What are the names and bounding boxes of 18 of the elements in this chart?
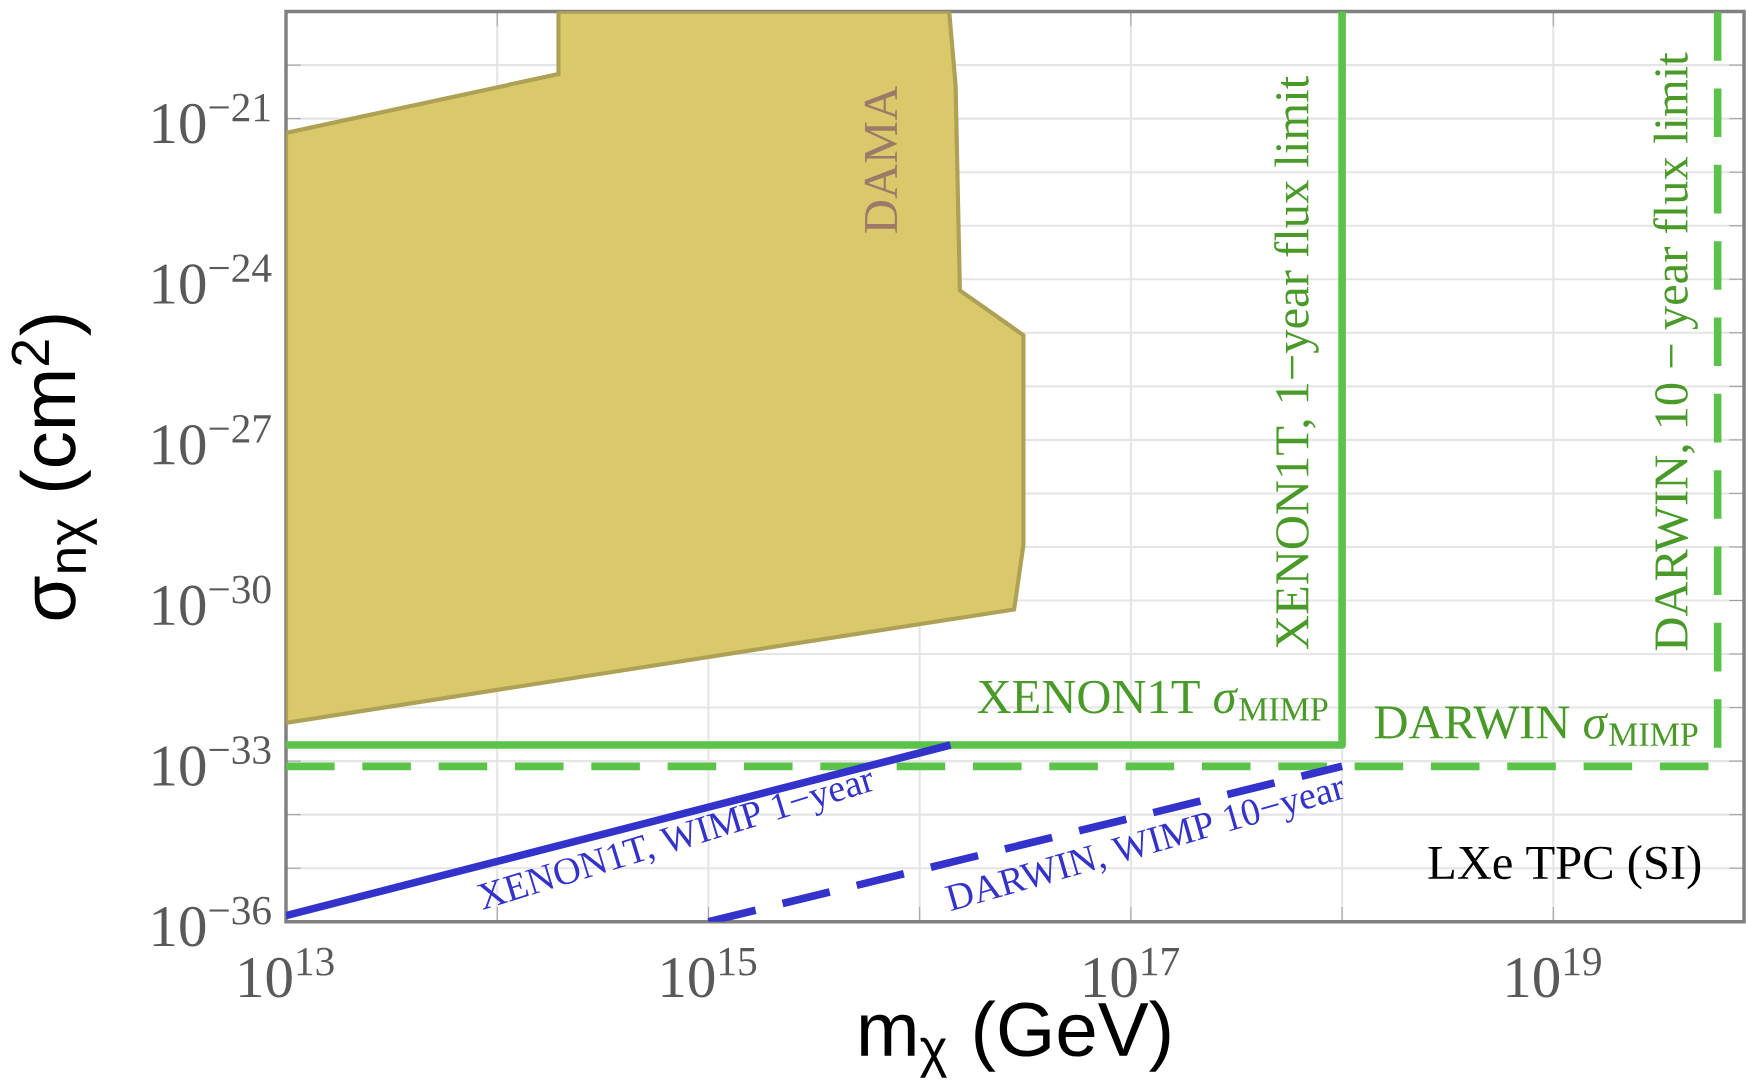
y-tick-label: 10$^{−33}$ bbox=[153, 736, 271, 786]
x-axis-title: m$_{χ}$ (GeV) bbox=[861, 1000, 1170, 1078]
annotation: DAMA bbox=[864, 85, 897, 233]
annotation: DARWIN σ$_{MIMP}$ bbox=[1374, 706, 1698, 746]
annotation: DARWIN, 10 − year flux limit bbox=[1653, 52, 1698, 651]
y-tick-label: 10$^{−27}$ bbox=[153, 414, 271, 465]
x-tick-label: 10$^{13}$ bbox=[240, 947, 334, 998]
y-tick-label: 10$^{−21}$ bbox=[153, 93, 270, 144]
y-tick-label: 10$^{−24}$ bbox=[153, 254, 272, 304]
y-tick-label: 10$^{−36}$ bbox=[153, 896, 271, 947]
y-tick-label: 10$^{−30}$ bbox=[153, 575, 271, 626]
x-tick-label: 10$^{17}$ bbox=[1085, 947, 1179, 998]
x-tick-label: 10$^{19}$ bbox=[1507, 947, 1601, 998]
annotation: XENON1T, 1−year flux limit bbox=[1274, 75, 1319, 649]
x-tick-label: 10$^{15}$ bbox=[662, 947, 757, 998]
annotation: LXe TPC (SI) bbox=[1428, 844, 1701, 890]
y-axis-title: σ$_{nχ}$ (cm$^{2}$) bbox=[11, 315, 97, 620]
annotation: XENON1T σ$_{MIMP}$ bbox=[977, 680, 1328, 721]
